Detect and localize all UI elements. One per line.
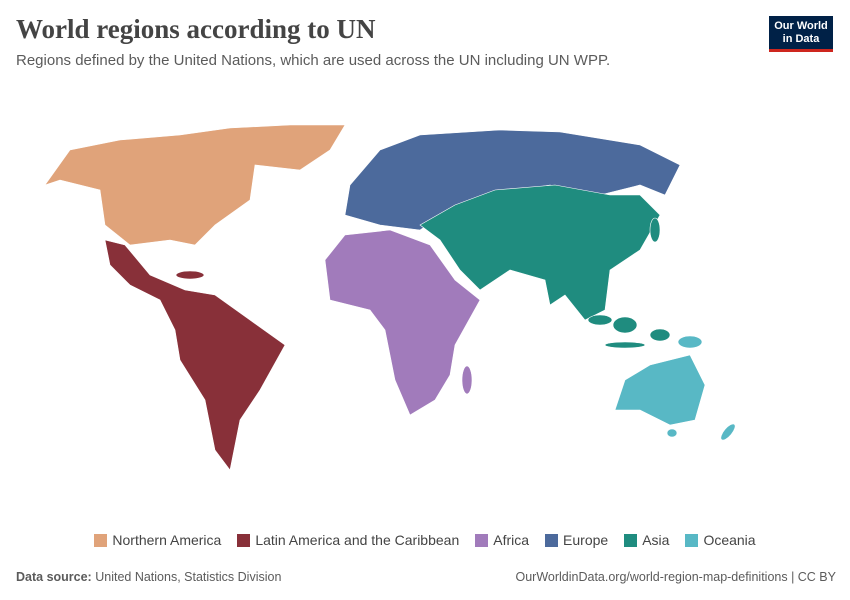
legend-label: Northern America (112, 532, 222, 548)
url[interactable]: OurWorldinData.org/world-region-map-defi… (515, 570, 836, 584)
world-map (44, 124, 737, 471)
legend-swatch (624, 533, 638, 547)
legend-swatch (685, 533, 699, 547)
region-northern-america[interactable] (44, 124, 346, 246)
legend-item[interactable]: Northern America (94, 532, 221, 548)
source-text: United Nations, Statistics Division (95, 570, 282, 584)
logo[interactable]: Our World in Data (769, 16, 833, 52)
legend-item[interactable]: Asia (624, 532, 669, 548)
legend-swatch (94, 533, 108, 547)
source-label: Data source: (16, 570, 92, 584)
logo-line: in Data (782, 33, 820, 45)
region-africa[interactable] (324, 229, 481, 416)
legend-swatch (545, 533, 559, 547)
legend-item[interactable]: Europe (545, 532, 608, 548)
legend-item[interactable]: Latin America and the Caribbean (237, 532, 459, 548)
legend-item[interactable]: Oceania (685, 532, 756, 548)
legend-label: Latin America and the Caribbean (255, 532, 460, 548)
legend-label: Africa (493, 532, 530, 548)
legend-label: Europe (563, 532, 609, 548)
source: Data source: United Nations, Statistics … (16, 570, 281, 584)
title: World regions according to UN (16, 14, 376, 44)
subtitle: Regions defined by the United Nations, w… (16, 52, 611, 69)
legend-label: Oceania (703, 532, 756, 548)
region-asia[interactable] (419, 184, 671, 349)
logo-line: Our World (774, 20, 828, 32)
region-oceania[interactable] (614, 335, 737, 442)
legend: Northern America Latin America and the Ca… (0, 532, 850, 548)
region-latin-america[interactable] (104, 239, 286, 471)
legend-label: Asia (642, 532, 670, 548)
legend-item[interactable]: Africa (475, 532, 529, 548)
legend-swatch (475, 533, 489, 547)
legend-swatch (237, 533, 251, 547)
